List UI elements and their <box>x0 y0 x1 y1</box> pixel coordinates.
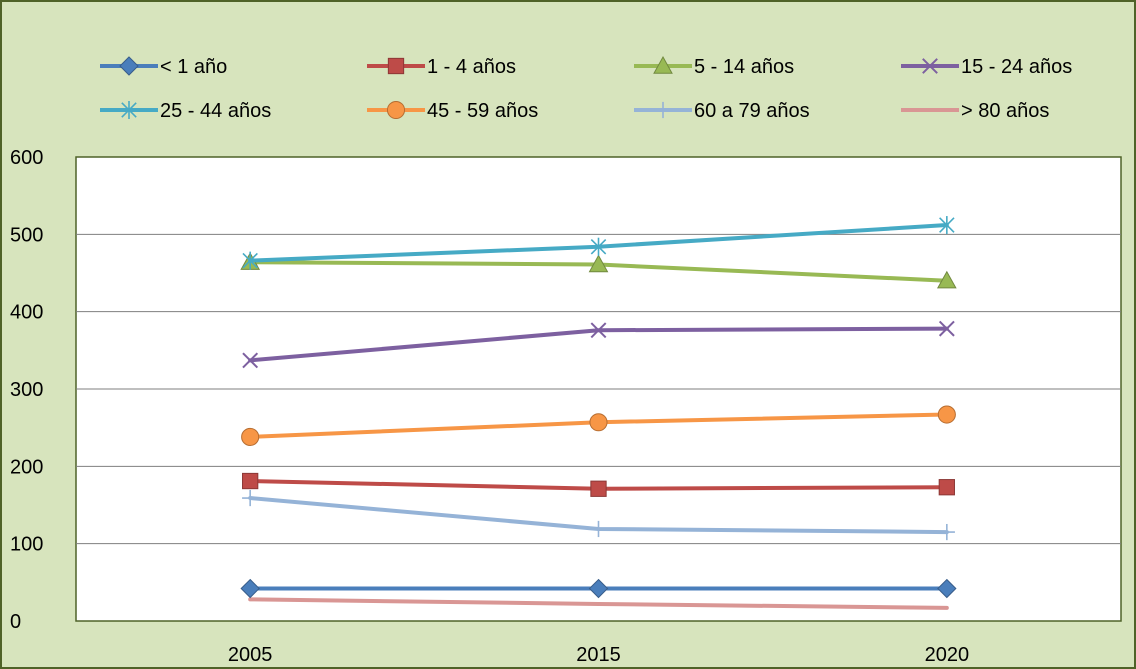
data-point <box>938 320 955 337</box>
data-point <box>121 101 137 119</box>
legend-item: 5 - 14 años <box>634 55 794 78</box>
data-point <box>588 254 609 273</box>
data-point <box>242 489 259 507</box>
series-layer <box>240 216 957 610</box>
data-point <box>119 56 139 76</box>
series-1 <box>240 578 957 599</box>
legend-item: 15 - 24 años <box>901 56 1072 78</box>
y-tick-label: 0 <box>10 611 21 633</box>
legend-label: 1 - 4 años <box>427 56 516 78</box>
legend-label: 45 - 59 años <box>427 100 538 122</box>
y-axis: 0 100 200 300 400 500 600 <box>10 147 43 633</box>
data-point <box>653 55 673 74</box>
series-line <box>248 597 949 610</box>
data-point <box>240 578 260 599</box>
data-point <box>937 405 956 424</box>
data-point <box>241 427 260 446</box>
x-tick-label: 2020 <box>925 644 970 666</box>
y-tick-label: 100 <box>10 534 43 556</box>
data-point <box>588 578 609 599</box>
data-point <box>590 480 607 497</box>
data-point <box>590 322 607 339</box>
data-point <box>386 100 406 120</box>
x-tick-label: 2005 <box>228 644 273 666</box>
series-8 <box>248 597 949 610</box>
legend-item: > 80 años <box>901 100 1049 122</box>
legend-item: < 1 año <box>100 56 227 78</box>
legend-label: 60 a 79 años <box>694 100 810 122</box>
legend: < 1 año 1 - 4 años 5 - 14 años 15 - 24 años… <box>100 55 1072 122</box>
data-point <box>242 472 259 490</box>
y-tick-label: 400 <box>10 302 43 324</box>
legend-label: > 80 años <box>961 100 1049 122</box>
data-point <box>938 523 955 541</box>
y-tick-label: 600 <box>10 147 43 169</box>
legend-item: 1 - 4 años <box>367 56 516 78</box>
series-2 <box>242 472 955 497</box>
legend-label: < 1 año <box>160 56 227 78</box>
y-tick-label: 300 <box>10 379 43 401</box>
legend-item: 25 - 44 años <box>100 100 271 122</box>
y-tick-label: 500 <box>10 224 43 246</box>
series-4 <box>242 320 955 369</box>
legend-label: 25 - 44 años <box>160 100 271 122</box>
series-6 <box>241 405 956 446</box>
data-point <box>936 270 957 289</box>
gridlines <box>76 233 1121 545</box>
series-7 <box>242 489 955 541</box>
series-5 <box>242 216 955 270</box>
y-tick-label: 200 <box>10 456 43 478</box>
data-point <box>242 352 259 369</box>
x-tick-label: 2015 <box>576 644 621 666</box>
data-point <box>922 58 938 74</box>
data-point <box>654 101 672 119</box>
data-point <box>937 578 957 599</box>
legend-item: 60 a 79 años <box>634 100 810 122</box>
data-point <box>939 216 955 235</box>
data-point <box>387 57 405 75</box>
data-point <box>938 479 955 496</box>
data-point <box>590 237 607 256</box>
data-point <box>589 413 608 432</box>
legend-label: 15 - 24 años <box>961 56 1072 78</box>
data-point <box>242 251 258 270</box>
legend-label: 5 - 14 años <box>694 56 794 78</box>
data-point <box>590 520 607 538</box>
x-axis: 2005 2015 2020 <box>228 644 969 666</box>
legend-item: 45 - 59 años <box>367 100 538 122</box>
